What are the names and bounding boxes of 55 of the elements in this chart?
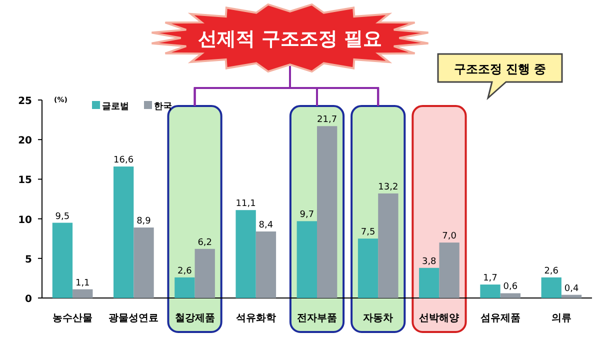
x-tick-label: 철강제품 (174, 313, 215, 324)
bar (541, 277, 562, 298)
bar (378, 193, 398, 298)
bar (134, 228, 154, 298)
data-label: 9,5 (55, 212, 70, 222)
y-tick-label: 5 (25, 254, 32, 266)
bar (439, 242, 460, 298)
data-label: 2,6 (178, 266, 192, 276)
bar (52, 222, 73, 298)
x-tick-label: 농수산물 (52, 313, 93, 324)
x-tick-label: 광물성연료 (108, 313, 159, 324)
data-label: 21,7 (317, 115, 338, 126)
y-tick-label: 10 (18, 214, 32, 226)
data-label: 8,9 (136, 216, 152, 227)
bar (317, 126, 338, 298)
bar (194, 248, 215, 298)
chart-title: 선제적 구조조정 필요 (198, 28, 382, 50)
x-tick-label: 석유화학 (236, 313, 276, 324)
text: 구조조정 진행 중 (454, 62, 546, 76)
y-tick-label: 15 (18, 175, 32, 186)
data-label: 7,0 (442, 232, 457, 242)
bar (480, 284, 500, 298)
bar (358, 238, 378, 298)
data-label: 0,6 (503, 282, 518, 292)
data-label: 16,6 (114, 156, 134, 166)
y-tick-label: 25 (18, 96, 32, 107)
bar (296, 221, 317, 298)
bar (561, 294, 582, 298)
bar (174, 277, 195, 298)
bar (72, 289, 93, 298)
data-label: 6,2 (198, 238, 212, 248)
legend-label: 한국 (154, 102, 172, 112)
x-tick-label: 전자부품 (297, 313, 337, 324)
data-label: 11,1 (236, 199, 256, 210)
x-tick-label: 선박해양 (419, 313, 460, 324)
data-label: 2,6 (544, 266, 559, 276)
data-label: 9,7 (300, 210, 314, 220)
x-tick-label: 섬유제품 (480, 313, 520, 324)
y-tick-label: 0 (25, 294, 32, 305)
data-label: 8,4 (258, 220, 274, 230)
x-tick-label: 의류 (551, 313, 572, 324)
bar (236, 210, 256, 298)
data-label: 7,5 (360, 228, 376, 238)
data-label: 0,4 (564, 284, 579, 294)
data-label: 13,2 (378, 182, 398, 192)
bar (114, 166, 134, 298)
bar (256, 231, 276, 298)
x-tick-label: 자동차 (363, 313, 394, 324)
y-tick-label: 20 (18, 136, 32, 147)
bar (500, 293, 520, 298)
bar (419, 268, 440, 298)
data-label: 3,8 (422, 256, 437, 267)
data-label: 1,1 (75, 278, 90, 288)
legend-label: 글로벌 (102, 102, 129, 112)
data-label: 1,7 (483, 274, 498, 284)
